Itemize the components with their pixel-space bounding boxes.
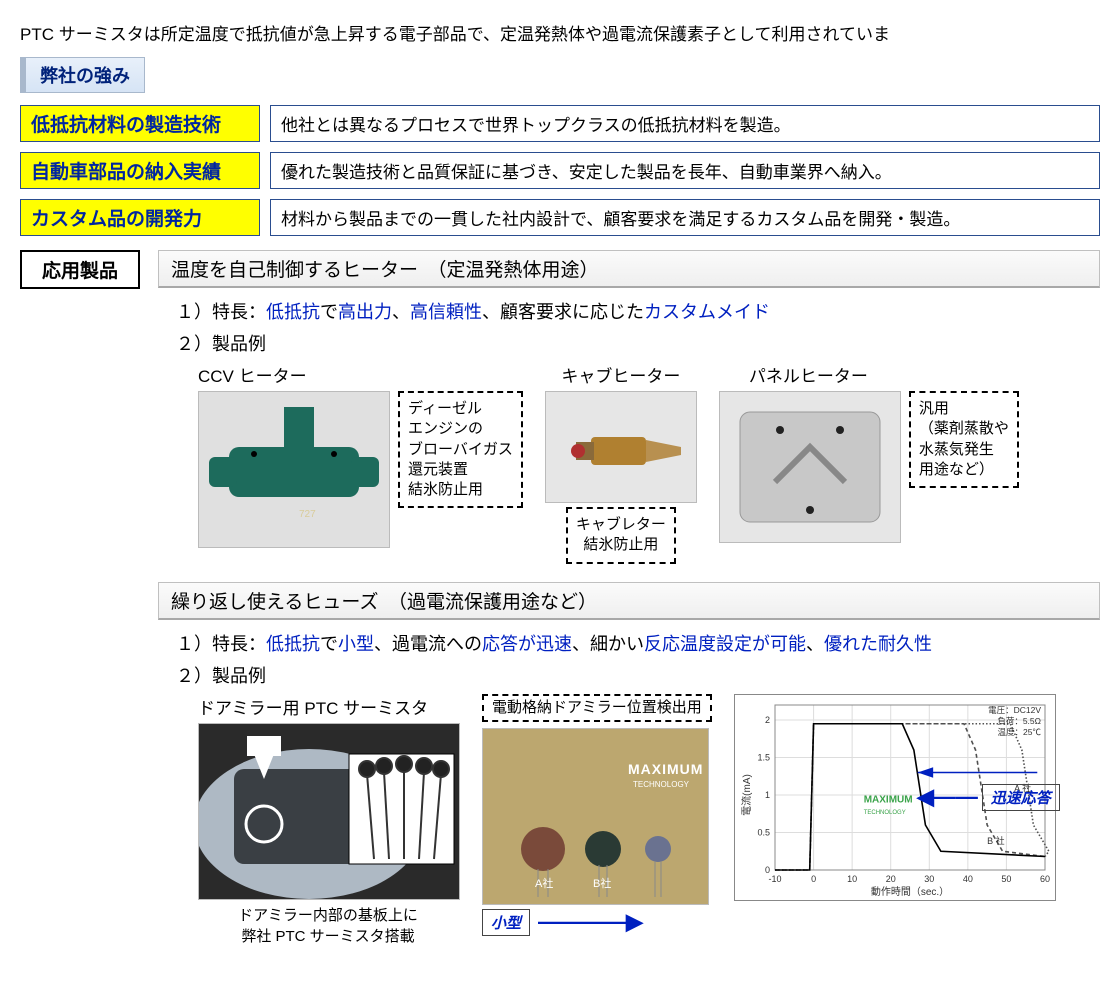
svg-text:-10: -10 [768, 874, 781, 884]
svg-text:60: 60 [1040, 874, 1050, 884]
strength-desc: 優れた製造技術と品質保証に基づき、安定した製品を長年、自動車業界へ納入。 [270, 152, 1100, 189]
svg-text:2: 2 [765, 715, 770, 725]
callout-fast: 迅速応答 [982, 784, 1060, 811]
product-title: キャブヒーター [561, 362, 680, 387]
response-chart-block: -10010203040506000.511.52電流(mA)動作時間（sec.… [734, 694, 1056, 901]
svg-text:B社: B社 [593, 876, 611, 890]
svg-text:温度：25℃: 温度：25℃ [997, 727, 1041, 737]
product-cab-heater: キャブヒーター キャブレター 結氷防止用 [545, 362, 697, 564]
svg-text:0: 0 [811, 874, 816, 884]
product-panel-heater: パネルヒーター 汎用 （薬剤蒸散や 水蒸気発生 用途など） [719, 362, 1019, 543]
app2-header: 繰り返し使えるヒューズ （過電流保護用途など） [158, 582, 1100, 620]
intro-text: PTC サーミスタは所定温度で抵抗値が急上昇する電子部品で、定温発熱体や過電流保… [20, 20, 1100, 45]
svg-text:50: 50 [1001, 874, 1011, 884]
svg-text:20: 20 [885, 874, 895, 884]
panel-note: 汎用 （薬剤蒸散や 水蒸気発生 用途など） [909, 391, 1019, 488]
arrow-left-icon: ――▶ [917, 784, 978, 810]
strength-row: 自動車部品の納入実績 優れた製造技術と品質保証に基づき、安定した製品を長年、自動… [20, 152, 1100, 189]
product-title: パネルヒーター [749, 362, 868, 387]
svg-text:MAXIMUM: MAXIMUM [863, 794, 912, 805]
svg-text:B 社: B 社 [987, 834, 1005, 845]
svg-text:1.5: 1.5 [757, 752, 770, 762]
strength-desc: 材料から製品までの一貫した社内設計で、顧客要求を満足するカスタム品を開発・製造。 [270, 199, 1100, 236]
svg-text:0: 0 [765, 865, 770, 875]
svg-text:TECHNOLOGY: TECHNOLOGY [633, 780, 690, 789]
svg-text:動作時間（sec.）: 動作時間（sec.） [871, 885, 949, 898]
strength-label: 低抵抗材料の製造技術 [20, 105, 260, 142]
product-title: ドアミラー用 PTC サーミスタ [198, 694, 428, 719]
svg-text:負荷：5.5Ω: 負荷：5.5Ω [997, 716, 1041, 726]
app1-examples-label: ２）製品例 [176, 330, 1100, 356]
strengths-heading: 弊社の強み [20, 57, 145, 93]
svg-text:727: 727 [299, 509, 316, 520]
ccv-heater-photo: 727 [198, 391, 390, 548]
strength-row: 低抵抗材料の製造技術 他社とは異なるプロセスで世界トップクラスの低抵抗材料を製造… [20, 105, 1100, 142]
svg-text:30: 30 [924, 874, 934, 884]
svg-text:1: 1 [765, 790, 770, 800]
comparison-note: 電動格納ドアミラー位置検出用 [482, 694, 712, 722]
svg-text:電圧：DC12V: 電圧：DC12V [988, 705, 1041, 715]
door-mirror-photo [198, 723, 460, 900]
app1-features: １）特長：低抵抗で高出力、高信頼性、顧客要求に応じたカスタムメイド [176, 298, 1100, 324]
svg-text:TECHNOLOGY: TECHNOLOGY [863, 809, 905, 815]
svg-text:10: 10 [847, 874, 857, 884]
product-comparison: 電動格納ドアミラー位置検出用 MAXIMUM TECHNOLOGY [482, 694, 712, 936]
door-mirror-caption: ドアミラー内部の基板上に 弊社 PTC サーミスタ搭載 [198, 904, 458, 946]
app2-examples-label: ２）製品例 [176, 662, 1100, 688]
strength-row: カスタム品の開発力 材料から製品までの一貫した社内設計で、顧客要求を満足するカス… [20, 199, 1100, 236]
svg-text:40: 40 [963, 874, 973, 884]
product-door-mirror-ptc: ドアミラー用 PTC サーミスタ [198, 694, 460, 946]
app1-header: 温度を自己制御するヒーター （定温発熱体用途） [158, 250, 1100, 288]
strength-label: カスタム品の開発力 [20, 199, 260, 236]
svg-text:A社: A社 [535, 876, 553, 890]
svg-text:0.5: 0.5 [757, 827, 770, 837]
applications-label: 応用製品 [20, 250, 140, 289]
arrow-right-icon: ――――▶ [538, 909, 643, 935]
strength-desc: 他社とは異なるプロセスで世界トップクラスの低抵抗材料を製造。 [270, 105, 1100, 142]
app2-features: １）特長：低抵抗で小型、過電流への応答が迅速、細かい反応温度設定が可能、優れた耐… [176, 630, 1100, 656]
product-title: CCV ヒーター [198, 362, 307, 387]
strengths-list: 低抵抗材料の製造技術 他社とは異なるプロセスで世界トップクラスの低抵抗材料を製造… [20, 105, 1100, 236]
cab-note: キャブレター 結氷防止用 [566, 507, 676, 564]
comparison-photo: MAXIMUM TECHNOLOGY A社 B社 [482, 728, 709, 905]
strength-label: 自動車部品の納入実績 [20, 152, 260, 189]
callout-small: 小型 [482, 909, 530, 936]
ccv-note: ディーゼル エンジンの ブローバイガス 還元装置 結氷防止用 [398, 391, 523, 508]
cab-heater-photo [545, 391, 697, 503]
svg-text:電流(mA): 電流(mA) [740, 774, 753, 816]
product-ccv-heater: CCV ヒーター 727 デ [198, 362, 523, 548]
panel-heater-photo [719, 391, 901, 543]
svg-text:MAXIMUM: MAXIMUM [628, 761, 703, 777]
